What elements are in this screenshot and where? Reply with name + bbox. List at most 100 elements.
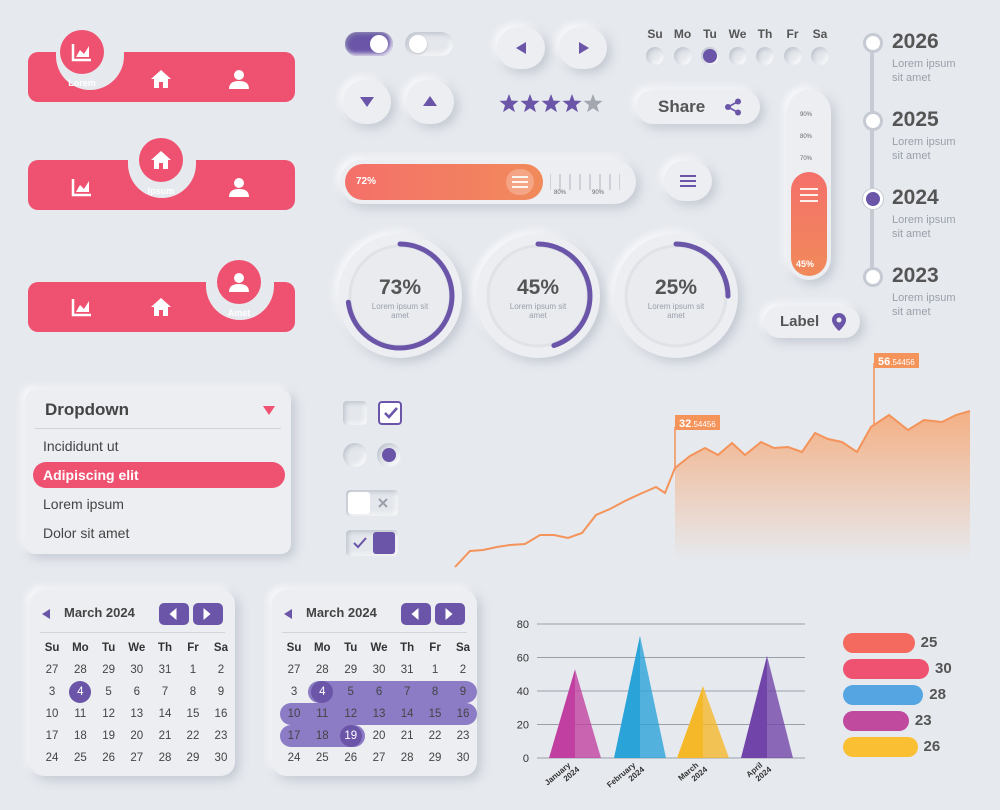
timeline-node[interactable] [863, 267, 883, 287]
calendar-day[interactable]: 21 [400, 730, 414, 742]
calendar-day[interactable]: 31 [400, 664, 414, 676]
toggle-off[interactable] [405, 32, 453, 56]
arrow-left-button[interactable] [497, 27, 545, 69]
weekday-toggle[interactable] [673, 47, 692, 65]
calendar-day[interactable]: 18 [308, 725, 337, 747]
calendar-day[interactable]: 22 [428, 730, 442, 742]
calendar-day[interactable]: 16 [448, 703, 477, 725]
checkbox-checked[interactable] [378, 401, 402, 425]
arrow-right-button[interactable] [559, 27, 607, 69]
calendar-day[interactable]: 27 [130, 752, 144, 764]
calendar-day[interactable]: 28 [73, 664, 87, 676]
prev-month-button[interactable] [401, 603, 431, 625]
calendar-day[interactable]: 8 [421, 681, 449, 703]
calendar-day[interactable]: 5 [336, 681, 365, 703]
calendar-day[interactable]: 25 [73, 752, 87, 764]
triangle-left-icon[interactable] [42, 609, 50, 619]
star-icon[interactable] [541, 94, 561, 113]
calendar-day[interactable]: 4 [308, 681, 337, 703]
calendar-day[interactable]: 14 [158, 708, 172, 720]
prev-month-button[interactable] [159, 603, 189, 625]
calendar-day[interactable]: 22 [186, 730, 200, 742]
caret-down-icon[interactable] [263, 406, 275, 415]
calendar-day[interactable]: 30 [372, 664, 386, 676]
calendar-day[interactable]: 27 [45, 664, 59, 676]
vertical-slider[interactable]: 90% 80% 70% 45% [787, 90, 831, 280]
tab-chart[interactable] [69, 294, 95, 320]
calendar-day[interactable]: 27 [372, 752, 386, 764]
next-month-button[interactable] [193, 603, 223, 625]
calendar-day[interactable]: 5 [105, 686, 112, 698]
calendar-day[interactable]: 16 [214, 708, 228, 720]
weekday-toggle[interactable] [701, 47, 719, 65]
timeline-node[interactable] [863, 33, 883, 53]
calendar-day[interactable]: 31 [158, 664, 172, 676]
tab-user-active[interactable] [217, 260, 261, 304]
switch-on[interactable] [346, 530, 398, 556]
calendar-day[interactable]: 30 [214, 752, 228, 764]
tab-home[interactable] [148, 66, 174, 92]
calendar-day[interactable]: 18 [73, 730, 87, 742]
timeline-node[interactable] [863, 111, 883, 131]
calendar-day[interactable]: 12 [102, 708, 116, 720]
star-icon[interactable] [520, 94, 540, 113]
calendar-day[interactable]: 13 [130, 708, 144, 720]
timeline-node[interactable] [863, 189, 883, 209]
calendar-day[interactable]: 28 [400, 752, 414, 764]
star-rating[interactable] [498, 93, 608, 120]
calendar-day[interactable]: 24 [45, 752, 59, 764]
calendar-day[interactable]: 26 [102, 752, 116, 764]
arrow-down-button[interactable] [343, 80, 391, 124]
calendar-day[interactable]: 23 [456, 730, 470, 742]
calendar-day[interactable]: 2 [217, 664, 225, 676]
star-icon[interactable] [562, 94, 582, 113]
calendar-day[interactable]: 24 [287, 752, 301, 764]
calendar-day[interactable]: 1 [189, 664, 197, 676]
calendar-day[interactable]: 15 [186, 708, 200, 720]
calendar-day[interactable]: 30 [456, 752, 470, 764]
selected-day[interactable]: 4 [69, 681, 92, 703]
calendar-day[interactable]: 17 [280, 725, 309, 747]
calendar-day[interactable]: 30 [130, 664, 144, 676]
calendar-day[interactable]: 7 [161, 686, 169, 698]
calendar-day[interactable]: 27 [287, 664, 301, 676]
range-start-day[interactable]: 4 [311, 681, 334, 703]
dropdown-item[interactable]: Lorem ipsum [43, 496, 124, 512]
calendar-day[interactable]: 1 [431, 664, 439, 676]
radio-selected[interactable] [377, 443, 401, 467]
calendar-day[interactable]: 7 [393, 681, 422, 703]
calendar-day[interactable]: 9 [217, 686, 225, 698]
calendar-day[interactable]: 3 [290, 686, 298, 698]
calendar-day[interactable]: 20 [372, 730, 386, 742]
calendar-day[interactable]: 12 [336, 703, 365, 725]
label-button[interactable]: Label [764, 306, 860, 338]
calendar-day[interactable]: 6 [133, 686, 140, 698]
weekday-toggle[interactable] [646, 47, 664, 65]
radio-unselected[interactable] [343, 443, 367, 467]
triangle-left-icon[interactable] [284, 609, 292, 619]
calendar-day[interactable]: 25 [315, 752, 329, 764]
range-end-day[interactable]: 19 [339, 725, 362, 747]
calendar-day[interactable]: 19 [336, 725, 365, 747]
tab-home[interactable] [148, 294, 174, 320]
calendar-day[interactable]: 28 [315, 664, 329, 676]
calendar-day[interactable]: 21 [158, 730, 172, 742]
star-icon[interactable] [499, 94, 519, 113]
calendar-day[interactable]: 29 [428, 752, 442, 764]
calendar-day[interactable]: 8 [189, 686, 197, 698]
calendar-day[interactable]: 2 [459, 664, 467, 676]
calendar-day[interactable]: 10 [280, 703, 309, 725]
weekday-toggle[interactable] [728, 47, 747, 65]
calendar-day[interactable]: 20 [130, 730, 144, 742]
weekday-toggle[interactable] [756, 47, 774, 65]
calendar-day[interactable]: 29 [186, 752, 200, 764]
dropdown-item-selected[interactable]: Adipiscing elit [33, 462, 285, 488]
calendar-day[interactable]: 3 [48, 686, 56, 698]
calendar-day[interactable]: 9 [448, 681, 477, 703]
weekday-toggle[interactable] [783, 47, 802, 65]
tab-user[interactable] [226, 174, 252, 200]
calendar-day[interactable]: 4 [66, 681, 95, 703]
calendar-day[interactable]: 6 [364, 681, 394, 703]
tab-user[interactable] [226, 66, 252, 92]
dropdown-item[interactable]: Dolor sit amet [43, 525, 130, 541]
